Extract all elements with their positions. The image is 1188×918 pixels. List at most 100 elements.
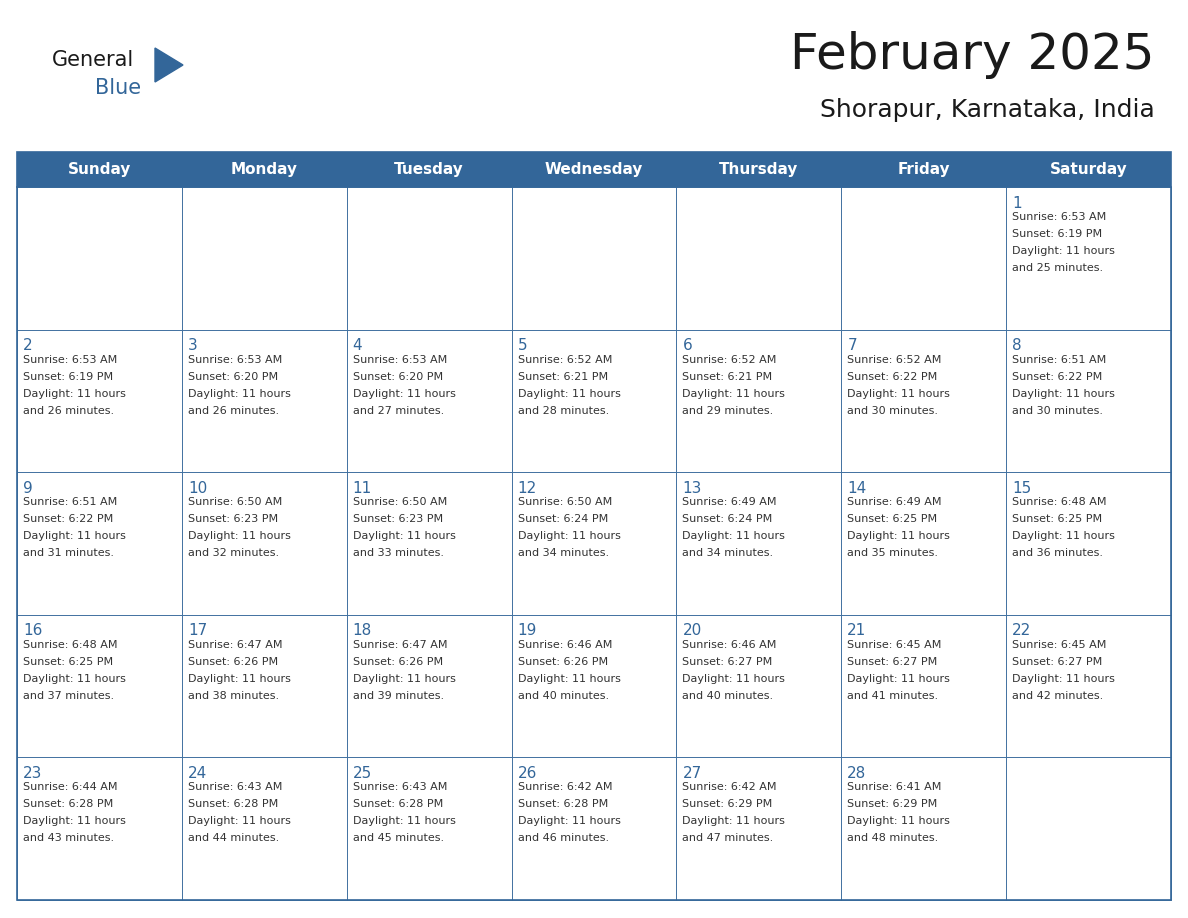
Text: 20: 20 xyxy=(682,623,702,638)
Text: and 31 minutes.: and 31 minutes. xyxy=(23,548,114,558)
Text: and 26 minutes.: and 26 minutes. xyxy=(23,406,114,416)
Text: and 45 minutes.: and 45 minutes. xyxy=(353,834,444,844)
Text: Sunset: 6:27 PM: Sunset: 6:27 PM xyxy=(682,656,772,666)
Bar xyxy=(841,472,1006,615)
Text: Sunset: 6:26 PM: Sunset: 6:26 PM xyxy=(518,656,608,666)
Bar xyxy=(676,615,841,757)
Text: 1: 1 xyxy=(1012,196,1022,210)
Text: 9: 9 xyxy=(23,481,33,496)
Text: Sunset: 6:22 PM: Sunset: 6:22 PM xyxy=(847,372,937,382)
Text: Daylight: 11 hours: Daylight: 11 hours xyxy=(188,674,291,684)
Bar xyxy=(841,330,1006,472)
Text: Sunrise: 6:49 AM: Sunrise: 6:49 AM xyxy=(682,498,777,508)
Bar xyxy=(347,757,512,900)
Text: Sunset: 6:21 PM: Sunset: 6:21 PM xyxy=(682,372,772,382)
Text: Daylight: 11 hours: Daylight: 11 hours xyxy=(23,816,126,826)
Text: and 29 minutes.: and 29 minutes. xyxy=(682,406,773,416)
Text: Daylight: 11 hours: Daylight: 11 hours xyxy=(353,532,455,542)
Bar xyxy=(841,187,1006,330)
Bar xyxy=(512,187,676,330)
Text: Sunrise: 6:53 AM: Sunrise: 6:53 AM xyxy=(1012,212,1106,222)
Text: Daylight: 11 hours: Daylight: 11 hours xyxy=(188,388,291,398)
Text: Sunrise: 6:43 AM: Sunrise: 6:43 AM xyxy=(188,782,283,792)
Bar xyxy=(676,472,841,615)
Text: Sunrise: 6:44 AM: Sunrise: 6:44 AM xyxy=(23,782,118,792)
Bar xyxy=(17,152,1171,187)
Text: Sunset: 6:29 PM: Sunset: 6:29 PM xyxy=(682,800,772,810)
Text: Daylight: 11 hours: Daylight: 11 hours xyxy=(23,532,126,542)
Text: Sunrise: 6:51 AM: Sunrise: 6:51 AM xyxy=(23,498,118,508)
Bar xyxy=(182,472,347,615)
Text: 26: 26 xyxy=(518,766,537,781)
Text: Sunrise: 6:47 AM: Sunrise: 6:47 AM xyxy=(353,640,447,650)
Text: Sunset: 6:28 PM: Sunset: 6:28 PM xyxy=(23,800,113,810)
Text: and 47 minutes.: and 47 minutes. xyxy=(682,834,773,844)
Text: 15: 15 xyxy=(1012,481,1031,496)
Bar xyxy=(1006,187,1171,330)
Text: 3: 3 xyxy=(188,338,197,353)
Text: and 30 minutes.: and 30 minutes. xyxy=(847,406,939,416)
Text: Daylight: 11 hours: Daylight: 11 hours xyxy=(518,388,620,398)
Text: 24: 24 xyxy=(188,766,207,781)
Text: and 28 minutes.: and 28 minutes. xyxy=(518,406,608,416)
Text: Sunrise: 6:49 AM: Sunrise: 6:49 AM xyxy=(847,498,942,508)
Bar xyxy=(512,757,676,900)
Text: Daylight: 11 hours: Daylight: 11 hours xyxy=(353,388,455,398)
Bar xyxy=(182,757,347,900)
Text: Daylight: 11 hours: Daylight: 11 hours xyxy=(1012,674,1116,684)
Text: 2: 2 xyxy=(23,338,32,353)
Bar xyxy=(182,615,347,757)
Text: General: General xyxy=(52,50,134,70)
Text: Daylight: 11 hours: Daylight: 11 hours xyxy=(23,674,126,684)
Text: Blue: Blue xyxy=(95,78,141,98)
Bar xyxy=(676,330,841,472)
Text: Monday: Monday xyxy=(230,162,298,177)
Text: 14: 14 xyxy=(847,481,866,496)
Text: Sunrise: 6:52 AM: Sunrise: 6:52 AM xyxy=(518,354,612,364)
Text: and 39 minutes.: and 39 minutes. xyxy=(353,691,444,700)
Text: and 32 minutes.: and 32 minutes. xyxy=(188,548,279,558)
Text: Thursday: Thursday xyxy=(719,162,798,177)
Text: 22: 22 xyxy=(1012,623,1031,638)
Bar xyxy=(17,757,182,900)
Text: and 26 minutes.: and 26 minutes. xyxy=(188,406,279,416)
Text: Sunrise: 6:51 AM: Sunrise: 6:51 AM xyxy=(1012,354,1106,364)
Text: and 48 minutes.: and 48 minutes. xyxy=(847,834,939,844)
Text: Daylight: 11 hours: Daylight: 11 hours xyxy=(682,816,785,826)
Text: Daylight: 11 hours: Daylight: 11 hours xyxy=(682,532,785,542)
Text: 8: 8 xyxy=(1012,338,1022,353)
Text: Sunset: 6:25 PM: Sunset: 6:25 PM xyxy=(847,514,937,524)
Bar xyxy=(512,615,676,757)
Text: Sunset: 6:25 PM: Sunset: 6:25 PM xyxy=(23,656,113,666)
Polygon shape xyxy=(154,48,183,82)
Text: and 36 minutes.: and 36 minutes. xyxy=(1012,548,1104,558)
Text: and 38 minutes.: and 38 minutes. xyxy=(188,691,279,700)
Text: Sunset: 6:27 PM: Sunset: 6:27 PM xyxy=(1012,656,1102,666)
Text: and 42 minutes.: and 42 minutes. xyxy=(1012,691,1104,700)
Text: Sunday: Sunday xyxy=(68,162,131,177)
Text: Sunrise: 6:43 AM: Sunrise: 6:43 AM xyxy=(353,782,447,792)
Text: 19: 19 xyxy=(518,623,537,638)
Bar xyxy=(347,615,512,757)
Text: 7: 7 xyxy=(847,338,857,353)
Text: Daylight: 11 hours: Daylight: 11 hours xyxy=(23,388,126,398)
Text: Sunset: 6:29 PM: Sunset: 6:29 PM xyxy=(847,800,937,810)
Text: 5: 5 xyxy=(518,338,527,353)
Text: Wednesday: Wednesday xyxy=(545,162,643,177)
Text: and 34 minutes.: and 34 minutes. xyxy=(682,548,773,558)
Bar xyxy=(17,472,182,615)
Text: 13: 13 xyxy=(682,481,702,496)
Text: Sunset: 6:24 PM: Sunset: 6:24 PM xyxy=(682,514,772,524)
Text: Daylight: 11 hours: Daylight: 11 hours xyxy=(1012,246,1116,256)
Text: Saturday: Saturday xyxy=(1050,162,1127,177)
Text: and 33 minutes.: and 33 minutes. xyxy=(353,548,443,558)
Text: 28: 28 xyxy=(847,766,866,781)
Text: 18: 18 xyxy=(353,623,372,638)
Text: Daylight: 11 hours: Daylight: 11 hours xyxy=(188,532,291,542)
Text: and 44 minutes.: and 44 minutes. xyxy=(188,834,279,844)
Text: Sunrise: 6:53 AM: Sunrise: 6:53 AM xyxy=(353,354,447,364)
Text: Daylight: 11 hours: Daylight: 11 hours xyxy=(682,674,785,684)
Text: 6: 6 xyxy=(682,338,693,353)
Bar xyxy=(17,330,182,472)
Text: Friday: Friday xyxy=(897,162,950,177)
